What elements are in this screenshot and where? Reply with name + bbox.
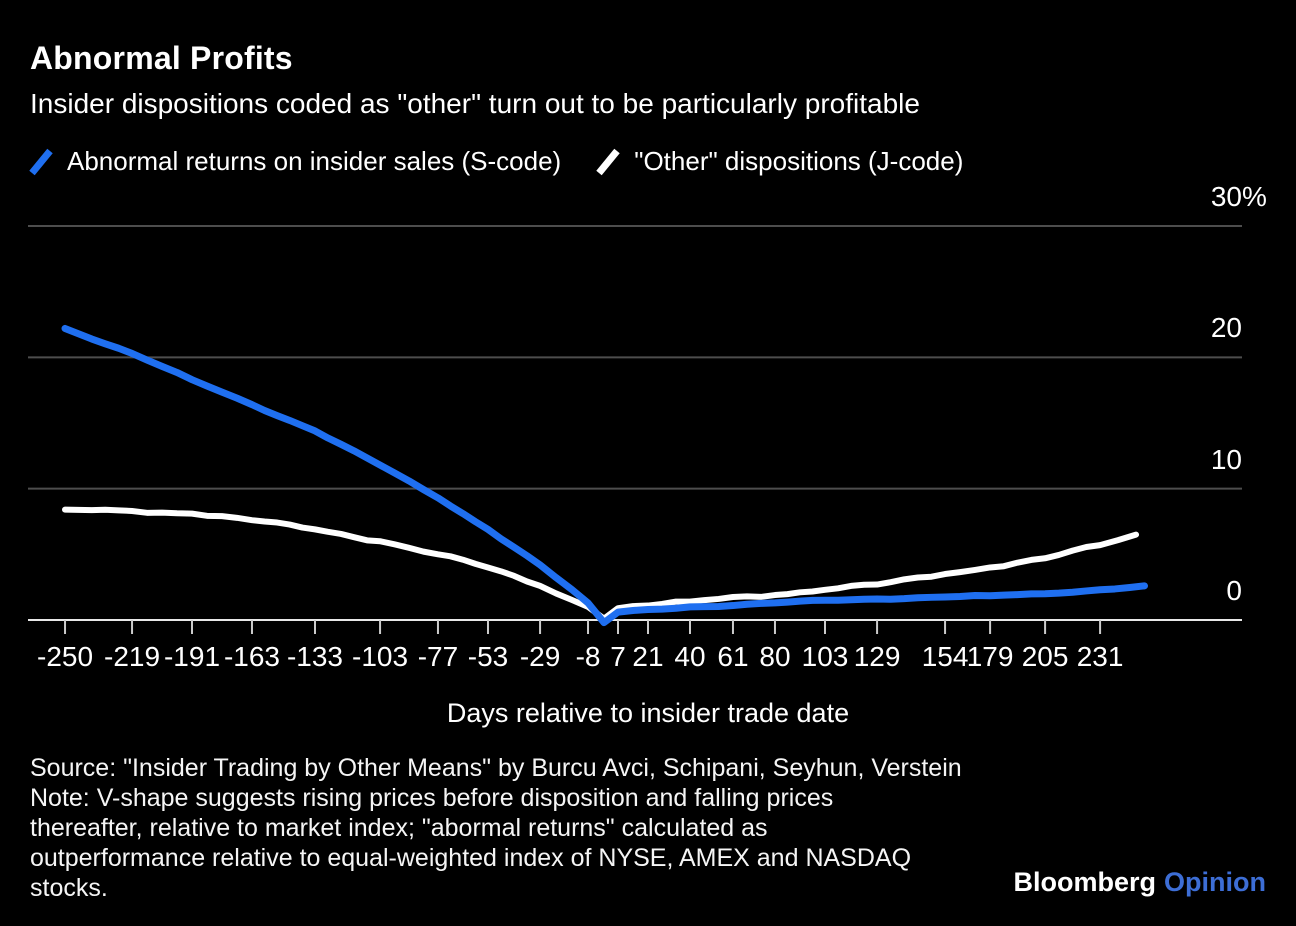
blue-slash-icon (29, 148, 53, 175)
white-slash-icon (596, 148, 620, 175)
footer-notes: Source: "Insider Trading by Other Means"… (30, 753, 962, 903)
source-line: Source: "Insider Trading by Other Means"… (30, 754, 962, 782)
note-line: Note: V-shape suggests rising prices bef… (30, 784, 834, 812)
bloomberg-opinion-logo: Bloomberg Opinion (1014, 866, 1267, 898)
page-title: Abnormal Profits (30, 40, 293, 76)
brand-bloomberg: Bloomberg (1013, 867, 1157, 897)
x-axis-title: Days relative to insider trade date (446, 698, 850, 728)
note-line: outperformance relative to equal-weighte… (30, 844, 912, 872)
series-line-s-code (61, 324, 1149, 627)
series-line-j-code (62, 506, 1140, 622)
legend-label-s-code: Abnormal returns on insider sales (S-cod… (67, 146, 562, 176)
note-line: stocks. (30, 874, 108, 902)
brand-opinion: Opinion (1164, 867, 1266, 897)
note-line: thereafter, relative to market index; "a… (30, 814, 768, 842)
legend-item-s-code: Abnormal returns on insider sales (S-cod… (28, 146, 561, 177)
legend-label-j-code: "Other" dispositions (J-code) (634, 146, 964, 176)
legend-item-j-code: "Other" dispositions (J-code) (595, 146, 963, 177)
chart-subtitle: Insider dispositions coded as "other" tu… (30, 88, 920, 119)
chart-legend: Abnormal returns on insider sales (S-cod… (28, 146, 963, 177)
note-lines: Note: V-shape suggests rising prices bef… (30, 783, 962, 903)
